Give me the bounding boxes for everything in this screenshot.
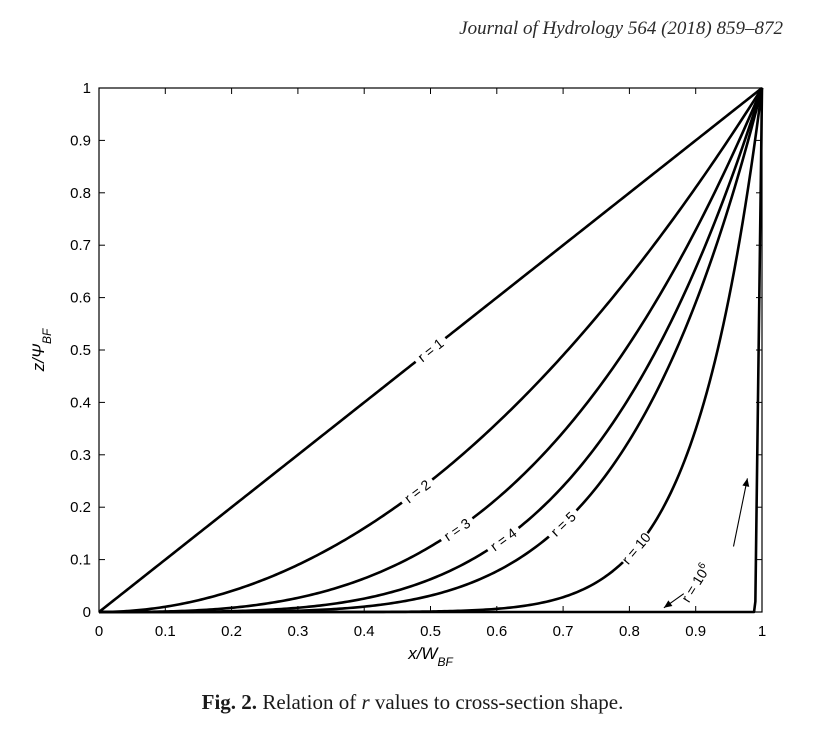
x-tick-label: 0.4: [354, 623, 375, 640]
figure-chart: 0 0.1 0.2 0.3 0.4 0.5 0.6 0.7 0.8 0.9 1 0 0.1 0.2 0.3 0…: [29, 80, 766, 669]
x-tick-label: 0: [95, 623, 103, 640]
series-label-r10e6: r = 106: [677, 560, 714, 605]
series-label-r10: r = 10: [617, 528, 655, 568]
series-label-bg: [617, 528, 655, 568]
y-tick-label: 0.1: [70, 552, 91, 569]
series-label-bg: [436, 512, 478, 547]
y-tick-label: 0.5: [70, 342, 91, 359]
caption-figure-label: Fig. 2.: [201, 690, 258, 714]
y-tick-label: 1: [83, 80, 91, 97]
x-axis-label: x/WBF: [407, 644, 453, 669]
series-label-bg: [543, 505, 583, 543]
y-tick-label: 0.3: [70, 447, 91, 464]
x-axis-label-main: x/W: [407, 644, 439, 663]
series-line-r10e6: [99, 87, 764, 614]
axis-ticks: 0 0.1 0.2 0.3 0.4 0.5 0.6 0.7 0.8 0.9 1 0 0.1 0.2 0.3 0…: [70, 80, 766, 640]
series-label-r1: r = 1: [410, 331, 451, 369]
series-label-r4: r = 4: [483, 521, 524, 558]
series-label-r2: r = 2: [397, 473, 438, 510]
series-label-r5: r = 5: [543, 505, 583, 543]
series-label-bg: [410, 331, 451, 369]
arrow-to-right: [732, 478, 750, 547]
x-tick-label: 0.1: [155, 623, 176, 640]
x-tick-label: 0.8: [619, 623, 640, 640]
series-label-r3: r = 3: [436, 512, 478, 547]
y-tick-label: 0.4: [70, 394, 91, 411]
figure-caption: Fig. 2. Relation of r values to cross-se…: [0, 690, 825, 715]
arrow-to-bottom: [663, 593, 685, 609]
y-tick-label: 0.7: [70, 237, 91, 254]
x-tick-label: 0.6: [486, 623, 507, 640]
x-tick-label: 0.7: [553, 623, 574, 640]
y-tick-label: 0: [83, 604, 91, 621]
x-axis-label-sub: BF: [437, 655, 453, 669]
series-line-r3: [99, 87, 764, 614]
y-tick-label: 0.2: [70, 499, 91, 516]
caption-text-before: Relation of: [257, 690, 362, 714]
y-tick-label: 0.9: [70, 132, 91, 149]
x-tick-label: 0.9: [685, 623, 706, 640]
y-axis-label: z/ΨBF: [29, 328, 54, 372]
series-label-text: r = 106: [677, 560, 714, 605]
y-tick-label: 0.8: [70, 185, 91, 202]
x-tick-label: 1: [758, 623, 766, 640]
y-axis-label-sub: BF: [40, 328, 54, 344]
x-tick-label: 0.3: [287, 623, 308, 640]
annotation-arrows: [663, 478, 750, 609]
x-tick-label: 0.2: [221, 623, 242, 640]
series-curves: [98, 86, 764, 614]
journal-reference: Journal of Hydrology 564 (2018) 859–872: [459, 18, 783, 39]
caption-variable: r: [361, 690, 370, 714]
x-tick-label: 0.5: [420, 623, 441, 640]
series-label-bg: [397, 473, 438, 510]
caption-text-after: values to cross-section shape.: [369, 690, 624, 714]
series-label-bg: [483, 521, 524, 558]
y-axis-label-main: z/Ψ: [29, 343, 48, 372]
y-tick-label: 0.6: [70, 290, 91, 307]
